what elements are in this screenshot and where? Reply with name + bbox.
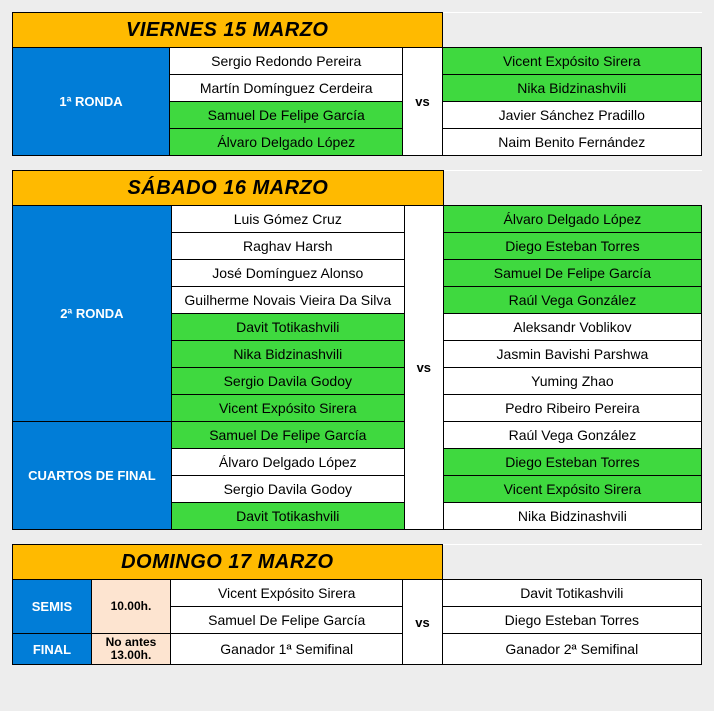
day-block: VIERNES 15 MARZO1ª RONDASergio Redondo P… xyxy=(12,12,702,156)
player-left: Nika Bidzinashvili xyxy=(171,341,404,368)
player-left: Sergio Redondo Pereira xyxy=(170,48,403,75)
player-left: Guilherme Novais Vieira Da Silva xyxy=(171,287,404,314)
round-label: CUARTOS DE FINAL xyxy=(13,422,172,530)
table-row: 1ª RONDASergio Redondo PereiravsVicent E… xyxy=(13,48,702,75)
player-left: Álvaro Delgado López xyxy=(171,449,404,476)
player-left: Davit Totikashvili xyxy=(171,314,404,341)
schedule-table: VIERNES 15 MARZO1ª RONDASergio Redondo P… xyxy=(12,12,702,156)
time-label: No antes 13.00h. xyxy=(91,634,170,665)
player-right: Vicent Expósito Sirera xyxy=(443,476,701,503)
player-right: Ganador 2ª Semifinal xyxy=(442,634,701,665)
player-right: Diego Esteban Torres xyxy=(442,607,701,634)
player-right: Aleksandr Voblikov xyxy=(443,314,701,341)
day-header: VIERNES 15 MARZO xyxy=(13,13,443,48)
table-row: SEMIS10.00h.Vicent Expósito SireravsDavi… xyxy=(13,580,702,607)
table-row: CUARTOS DE FINALSamuel De Felipe GarcíaR… xyxy=(13,422,702,449)
round-label: 1ª RONDA xyxy=(13,48,170,156)
player-right: Raúl Vega González xyxy=(443,287,701,314)
day-block: SÁBADO 16 MARZO2ª RONDALuis Gómez Cruzvs… xyxy=(12,170,702,530)
round-label: FINAL xyxy=(13,634,92,665)
player-left: Davit Totikashvili xyxy=(171,503,404,530)
player-left: Sergio Davila Godoy xyxy=(171,368,404,395)
round-label: 2ª RONDA xyxy=(13,206,172,422)
day-header: SÁBADO 16 MARZO xyxy=(13,171,444,206)
table-row: FINALNo antes 13.00h.Ganador 1ª Semifina… xyxy=(13,634,702,665)
spacer xyxy=(442,545,701,580)
player-right: Nika Bidzinashvili xyxy=(443,503,701,530)
player-right: Pedro Ribeiro Pereira xyxy=(443,395,701,422)
player-right: Davit Totikashvili xyxy=(442,580,701,607)
player-right: Raúl Vega González xyxy=(443,422,701,449)
player-left: Raghav Harsh xyxy=(171,233,404,260)
player-left: Ganador 1ª Semifinal xyxy=(170,634,402,665)
player-right: Diego Esteban Torres xyxy=(443,449,701,476)
player-right: Jasmin Bavishi Parshwa xyxy=(443,341,701,368)
player-left: Luis Gómez Cruz xyxy=(171,206,404,233)
spacer xyxy=(442,13,702,48)
schedule-table: SÁBADO 16 MARZO2ª RONDALuis Gómez Cruzvs… xyxy=(12,170,702,530)
player-right: Javier Sánchez Pradillo xyxy=(442,102,702,129)
player-left: Álvaro Delgado López xyxy=(170,129,403,156)
vs-label: vs xyxy=(404,206,443,530)
player-right: Naim Benito Fernández xyxy=(442,129,702,156)
vs-label: vs xyxy=(403,580,442,665)
player-left: José Domínguez Alonso xyxy=(171,260,404,287)
player-right: Yuming Zhao xyxy=(443,368,701,395)
player-left: Sergio Davila Godoy xyxy=(171,476,404,503)
player-right: Álvaro Delgado López xyxy=(443,206,701,233)
vs-label: vs xyxy=(403,48,442,156)
player-left: Vicent Expósito Sirera xyxy=(171,395,404,422)
day-block: DOMINGO 17 MARZOSEMIS10.00h.Vicent Expós… xyxy=(12,544,702,665)
schedule-table: DOMINGO 17 MARZOSEMIS10.00h.Vicent Expós… xyxy=(12,544,702,665)
round-label: SEMIS xyxy=(13,580,92,634)
player-left: Vicent Expósito Sirera xyxy=(170,580,402,607)
player-right: Nika Bidzinashvili xyxy=(442,75,702,102)
player-right: Vicent Expósito Sirera xyxy=(442,48,702,75)
player-left: Samuel De Felipe García xyxy=(170,607,402,634)
day-header: DOMINGO 17 MARZO xyxy=(13,545,443,580)
player-right: Diego Esteban Torres xyxy=(443,233,701,260)
player-left: Samuel De Felipe García xyxy=(171,422,404,449)
player-left: Martín Domínguez Cerdeira xyxy=(170,75,403,102)
player-left: Samuel De Felipe García xyxy=(170,102,403,129)
player-right: Samuel De Felipe García xyxy=(443,260,701,287)
time-label: 10.00h. xyxy=(91,580,170,634)
spacer xyxy=(443,171,701,206)
table-row: 2ª RONDALuis Gómez CruzvsÁlvaro Delgado … xyxy=(13,206,702,233)
